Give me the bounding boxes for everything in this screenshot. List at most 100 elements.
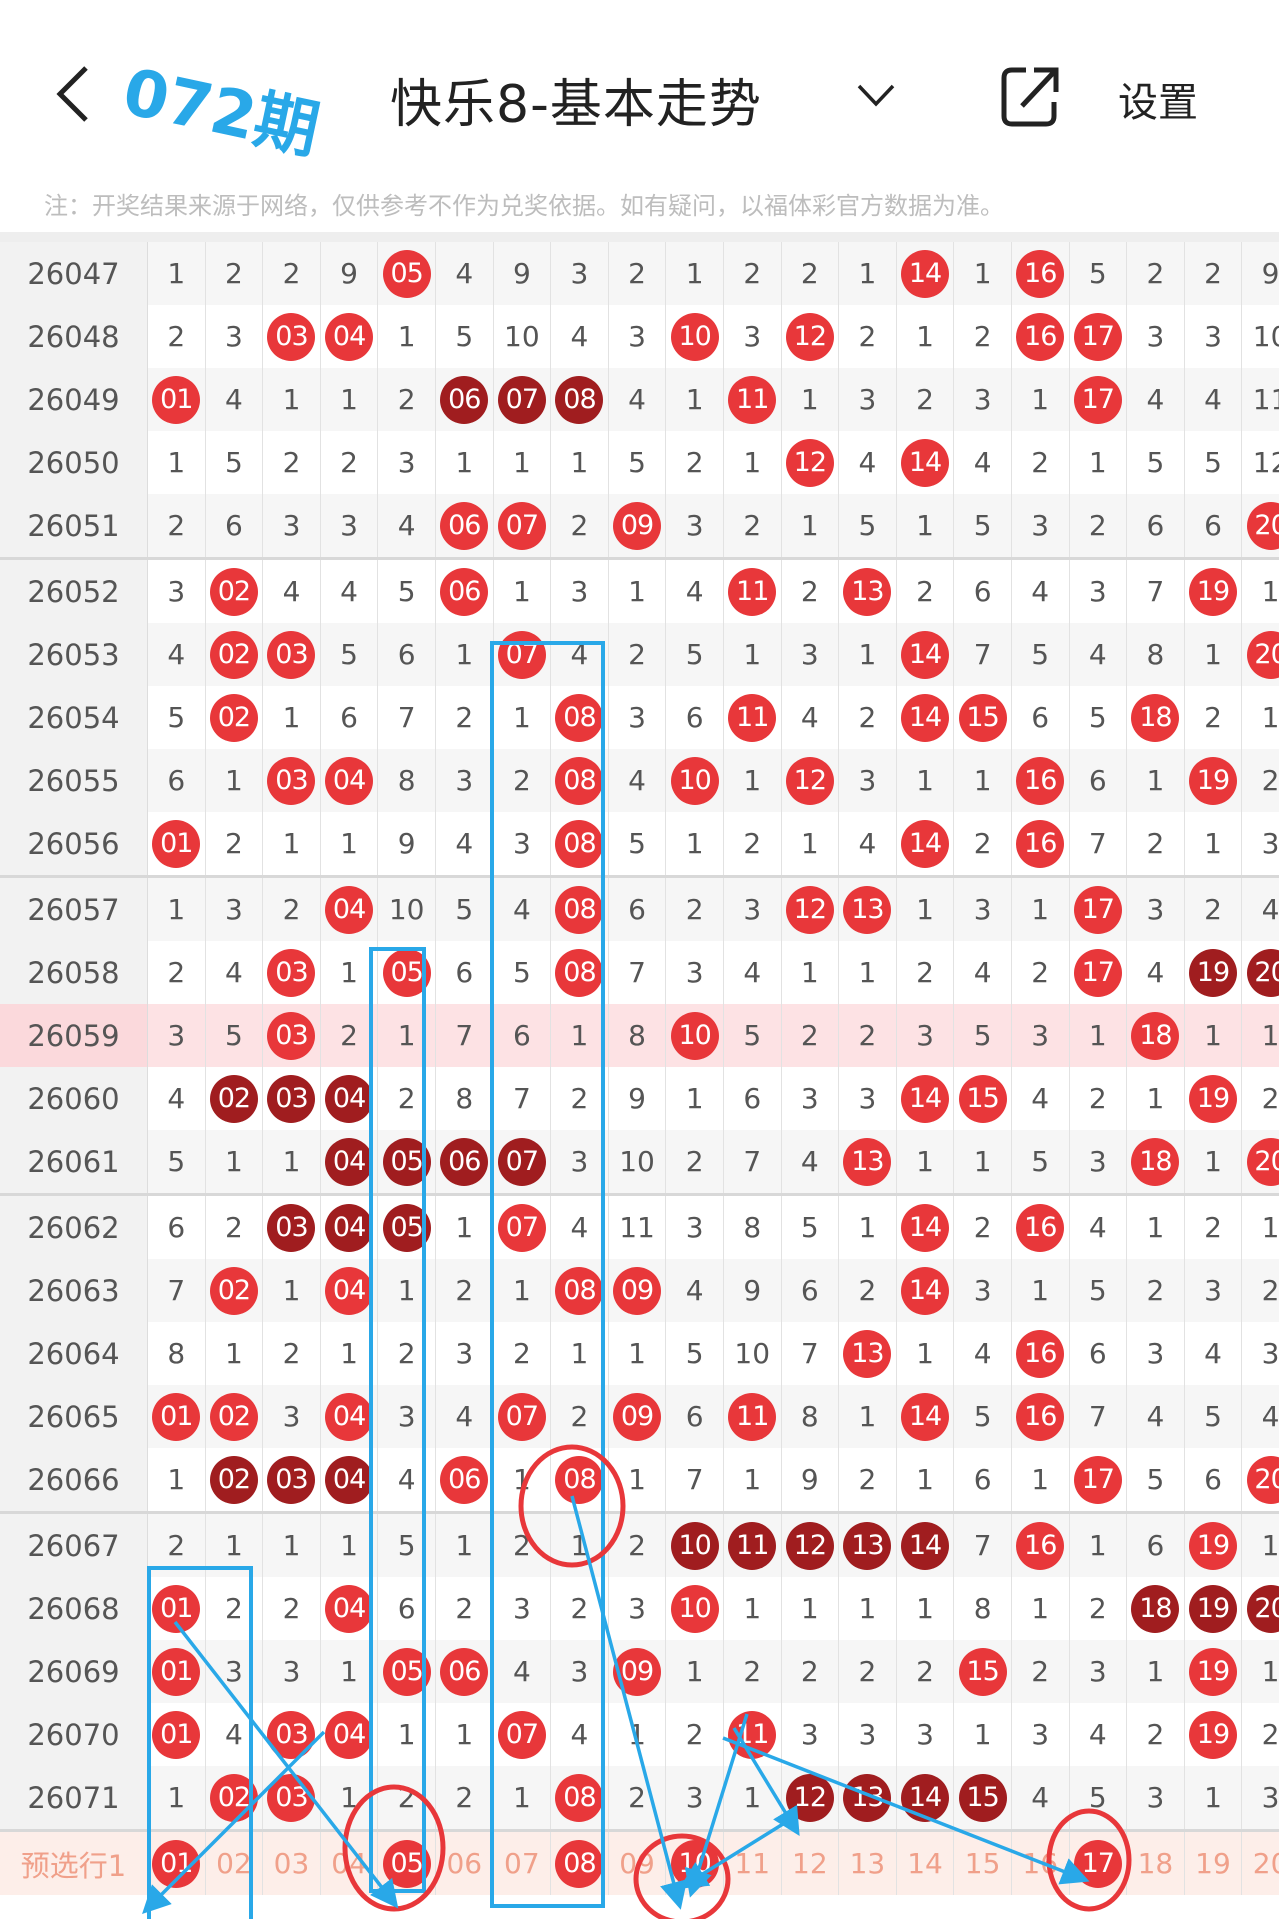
preselect-cell[interactable]: 19 <box>1185 1832 1243 1895</box>
preselect-cell[interactable]: 07 <box>494 1832 552 1895</box>
preselect-cell[interactable]: 14 <box>897 1832 955 1895</box>
preselect-cell[interactable]: 10 <box>666 1832 724 1895</box>
miss-count-cell: 1 <box>436 431 494 494</box>
table-row[interactable]: 260534020356107425131147548120 <box>0 623 1279 686</box>
table-row[interactable]: 26049014112060708411113231174411 <box>0 368 1279 431</box>
table-row[interactable]: 26070 01 4 03 04 1 1 07 4 1 2 11 3 3 3 1 3 4 2 19 2 <box>0 1703 1279 1766</box>
table-row[interactable]: 26064 8 1 2 1 2 3 2 1 1 5 10 7 13 1 4 16 6 3 4 3 <box>0 1322 1279 1385</box>
chevron-down-icon[interactable] <box>855 80 897 110</box>
preselect-cell[interactable]: 06 <box>436 1832 494 1895</box>
number-cell: 04 <box>321 1067 379 1130</box>
preselect-ball-selected[interactable]: 08 <box>555 1839 604 1888</box>
preselect-number[interactable]: 16 <box>1022 1847 1059 1880</box>
drawn-ball: 14 <box>901 693 950 742</box>
preselect-number[interactable]: 12 <box>792 1847 828 1880</box>
preselect-number[interactable]: 18 <box>1137 1847 1174 1880</box>
drawn-ball: 14 <box>901 1203 950 1252</box>
miss-count-cell: 6 <box>436 941 494 1004</box>
table-row[interactable]: 26071 1 02 03 1 2 2 1 08 2 3 1 12 13 14 15 4 5 3 1 3 <box>0 1766 1279 1829</box>
preselect-cell[interactable]: 05 <box>378 1832 436 1895</box>
preselect-cell[interactable]: 03 <box>263 1832 321 1895</box>
drawn-ball: 17 <box>1073 1455 1122 1504</box>
table-row[interactable]: 26065 01 02 3 04 3 4 07 2 09 6 11 8 1 14 5 16 7 4 5 4 <box>0 1385 1279 1448</box>
preselect-ball-selected[interactable]: 17 <box>1073 1839 1122 1888</box>
preselect-cell[interactable]: 17 <box>1070 1832 1128 1895</box>
preselect-number[interactable]: 19 <box>1195 1847 1231 1880</box>
preselect-cell[interactable]: 13 <box>839 1832 897 1895</box>
table-row[interactable]: 26066102030440610817192161175620 <box>0 1448 1279 1511</box>
share-icon[interactable] <box>1000 62 1062 128</box>
table-row[interactable]: 26057 1 3 2 04 10 5 4 08 6 2 3 12 13 1 3 1 17 3 2 4 <box>0 875 1279 941</box>
miss-count-cell: 8 <box>782 1385 840 1448</box>
table-row[interactable]: 2605824031056508734112421741920 <box>0 941 1279 1004</box>
miss-count-cell: 3 <box>897 1004 955 1067</box>
preselect-number[interactable]: 02 <box>216 1847 252 1880</box>
table-row[interactable]: 260615110405060731027413115318120 <box>0 1130 1279 1193</box>
table-row[interactable]: 2606801220462323101111812181920 <box>0 1577 1279 1640</box>
miss-count-cell: 8 <box>148 1322 206 1385</box>
number-cell: 10 <box>666 305 724 368</box>
miss-count-cell: 1 <box>1242 1004 1279 1067</box>
consecutive-ball: 02 <box>209 1455 258 1504</box>
number-cell: 14 <box>897 1514 955 1577</box>
preselect-cell[interactable]: 04 <box>321 1832 379 1895</box>
number-cell: 14 <box>897 1766 955 1829</box>
table-row[interactable]: 26055 6 1 03 04 8 3 2 08 4 10 1 12 3 1 1 16 6 1 19 2 <box>0 749 1279 812</box>
table-row[interactable]: 26051263340607209321515326620 <box>0 494 1279 557</box>
preselect-ball-selected[interactable]: 10 <box>670 1839 719 1888</box>
table-row[interactable]: 26062 6 2 03 04 05 1 07 4 11 3 8 5 1 14 2 16 4 1 2 1 <box>0 1193 1279 1259</box>
preselect-cell[interactable]: 16 <box>1012 1832 1070 1895</box>
preselect-cell[interactable]: 18 <box>1127 1832 1185 1895</box>
preselect-number[interactable]: 04 <box>331 1847 367 1880</box>
table-row[interactable]: 26067 2 1 1 1 5 1 2 1 2 10 11 12 13 14 7 16 1 6 19 1 <box>0 1511 1279 1577</box>
drawn-ball: 11 <box>728 693 777 742</box>
settings-button[interactable]: 设置 <box>1118 80 1198 126</box>
miss-count-cell: 1 <box>666 1067 724 1130</box>
miss-count-cell: 1 <box>1012 1448 1070 1511</box>
preselect-number[interactable]: 07 <box>504 1847 540 1880</box>
preselect-cell[interactable]: 15 <box>954 1832 1012 1895</box>
back-chevron-icon[interactable] <box>52 62 96 126</box>
table-row[interactable]: 260482303041510431031221216173310 <box>0 305 1279 368</box>
number-cell: 14 <box>897 686 955 749</box>
preselect-number[interactable]: 20 <box>1252 1847 1279 1880</box>
preselect-number[interactable]: 03 <box>273 1847 310 1880</box>
preselect-cell[interactable]: 09 <box>609 1832 667 1895</box>
preselect-row[interactable]: 预选行1 01 02 03 04 05 06 07 08 09 10 11 12 13 14 15 16 17 18… <box>0 1829 1279 1895</box>
number-cell: 14 <box>897 1385 955 1448</box>
table-row[interactable]: 26063 7 02 1 04 1 2 1 08 09 4 9 6 2 14 3 1 5 2 3 2 <box>0 1259 1279 1322</box>
preselect-number[interactable]: 13 <box>849 1847 886 1880</box>
issue-number: 26071 <box>0 1766 148 1829</box>
preselect-number[interactable]: 06 <box>446 1847 483 1880</box>
preselect-ball-selected[interactable]: 05 <box>382 1839 431 1888</box>
miss-count-cell: 4 <box>724 941 782 1004</box>
miss-count-cell: 2 <box>897 1640 955 1703</box>
preselect-cell[interactable]: 12 <box>782 1832 840 1895</box>
preselect-cell[interactable]: 20 <box>1242 1832 1279 1895</box>
table-row[interactable]: 26052 3 02 4 4 5 06 1 3 1 4 11 2 13 2 6 4 3 7 19 1 <box>0 557 1279 623</box>
table-row[interactable]: 26059 3 5 03 2 1 7 6 1 8 10 5 2 2 3 5 3 1 18 1 1 <box>0 1004 1279 1067</box>
number-cell: 10 <box>666 1514 724 1577</box>
table-row[interactable]: 26054 5 02 1 6 7 2 1 08 3 6 11 4 2 14 15 6 5 18 2 1 <box>0 686 1279 749</box>
number-cell: 07 <box>494 1130 552 1193</box>
table-row[interactable]: 26060 4 02 03 04 2 8 7 2 9 1 6 3 3 14 15 4 2 1 19 2 <box>0 1067 1279 1130</box>
preselect-number[interactable]: 14 <box>907 1847 943 1880</box>
preselect-number[interactable]: 11 <box>734 1847 771 1880</box>
preselect-cell[interactable]: 02 <box>206 1832 264 1895</box>
number-cell: 17 <box>1070 878 1128 941</box>
page-title[interactable]: 快乐8-基本走势 <box>390 75 762 135</box>
miss-count-cell: 2 <box>263 242 321 305</box>
preselect-cell[interactable]: 08 <box>551 1832 609 1895</box>
miss-count-cell: 3 <box>1127 1322 1185 1385</box>
preselect-number[interactable]: 15 <box>964 1847 1001 1880</box>
number-cell: 13 <box>839 1766 897 1829</box>
table-row[interactable]: 26069 01 3 3 1 05 06 4 3 09 1 2 2 2 2 15 2 3 1 19 1 <box>0 1640 1279 1703</box>
preselect-cell[interactable]: 11 <box>724 1832 782 1895</box>
table-row[interactable]: 26047 1 2 2 9 05 4 9 3 2 1 2 2 1 14 1 16 5 2 2 9 <box>0 242 1279 305</box>
preselect-cell[interactable]: 01 <box>148 1832 206 1895</box>
preselect-ball-selected[interactable]: 01 <box>152 1839 201 1888</box>
preselect-number[interactable]: 09 <box>619 1847 655 1880</box>
miss-count-cell: 1 <box>551 1004 609 1067</box>
table-row[interactable]: 26056 01 2 1 1 9 4 3 08 5 1 2 1 4 14 2 16 7 2 1 3 <box>0 812 1279 875</box>
